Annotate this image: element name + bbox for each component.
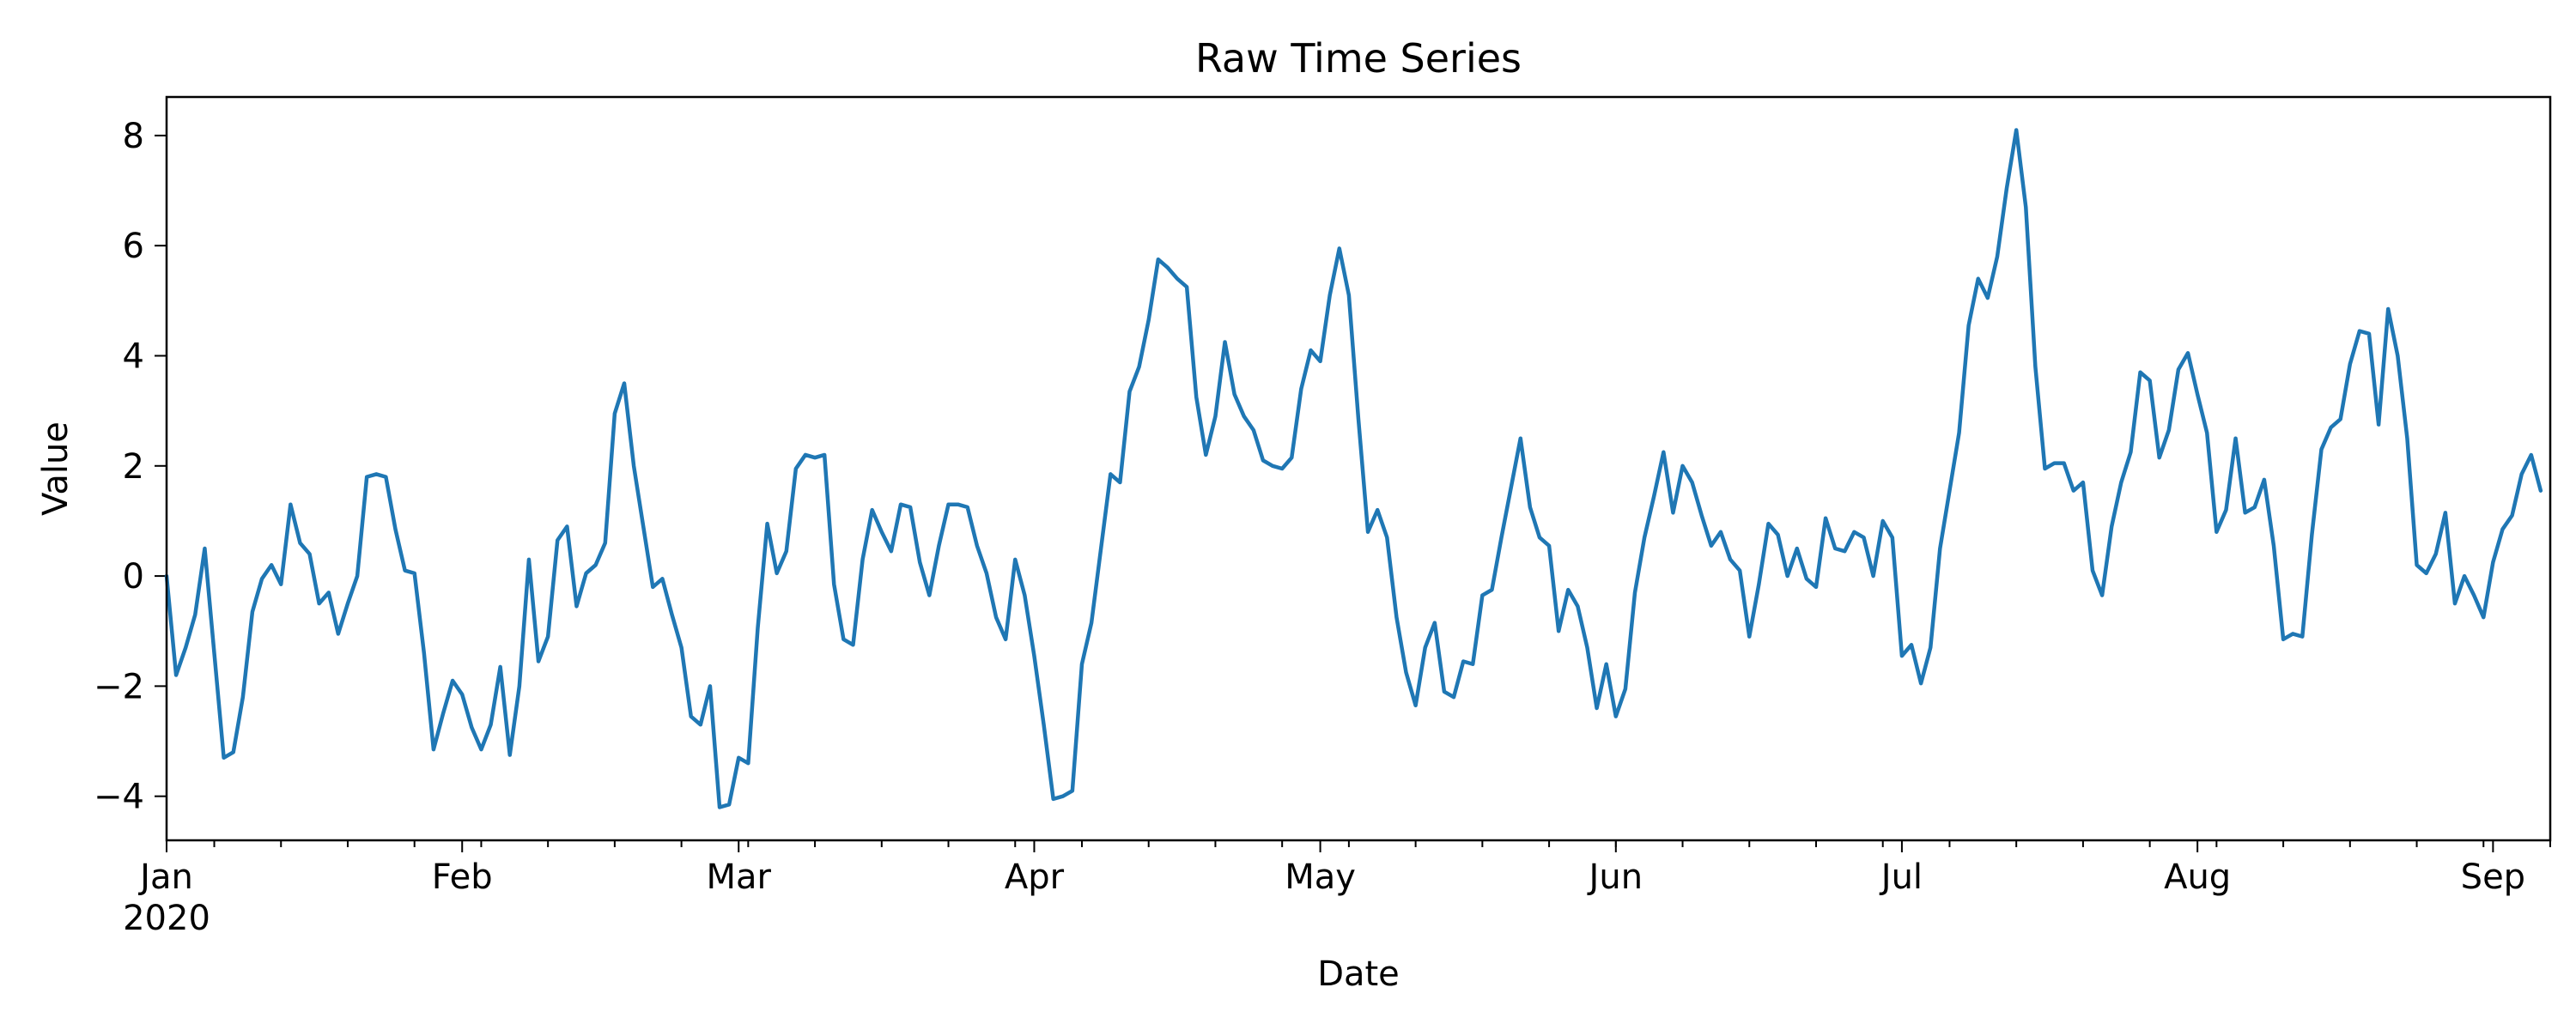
y-tick-label: 8 (123, 117, 144, 156)
x-tick-label: Mar (707, 857, 772, 897)
y-tick-label: 0 (123, 557, 144, 597)
y-tick-label: −4 (94, 778, 144, 817)
x-tick-label: Jan (137, 857, 193, 897)
y-axis-label: Value (36, 421, 76, 516)
x-tick-label: Aug (2164, 857, 2231, 897)
x-tick-label: Jul (1879, 857, 1923, 897)
x-tick-label: Feb (432, 857, 493, 897)
series-layer (164, 128, 2543, 809)
y-tick-label: 6 (123, 227, 144, 266)
series-line (164, 128, 2543, 809)
y-tick-label: 2 (123, 447, 144, 487)
x-tick-sublabel: 2020 (123, 899, 210, 938)
x-axis-label: Date (1317, 954, 1400, 994)
x-tick-label: Jun (1587, 857, 1643, 897)
y-tick-label: 4 (123, 336, 144, 376)
y-tick-label: −2 (94, 667, 144, 706)
x-tick-label: May (1285, 857, 1356, 897)
plot-frame (165, 95, 2552, 842)
x-tick-label: Sep (2461, 857, 2525, 897)
chart-title: Raw Time Series (1195, 35, 1522, 82)
x-tick-label: Apr (1005, 857, 1065, 897)
